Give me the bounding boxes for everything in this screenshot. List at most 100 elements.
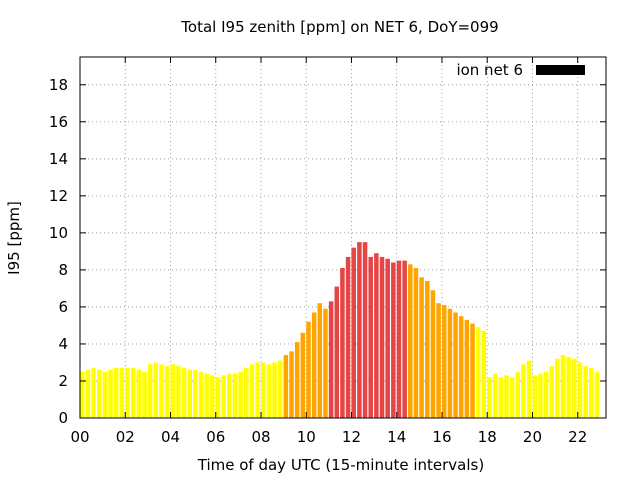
bar [436, 303, 441, 418]
bar [374, 253, 379, 418]
bar [526, 360, 532, 418]
bar [181, 368, 187, 418]
bar [334, 286, 340, 418]
x-tick-label: 02 [116, 428, 135, 446]
bar [153, 362, 159, 418]
bar [345, 256, 351, 418]
bar [538, 373, 543, 418]
bar [85, 369, 91, 418]
bar [572, 358, 577, 418]
bar [266, 364, 272, 418]
legend: ion net 6 [456, 61, 585, 79]
bar [294, 342, 300, 418]
bar [255, 362, 260, 418]
bar [260, 362, 266, 418]
bar [125, 368, 130, 418]
bar [249, 364, 255, 418]
bar [232, 373, 238, 418]
bar [164, 366, 170, 418]
bar [306, 321, 311, 418]
ticks [79, 57, 606, 419]
bar [430, 290, 436, 418]
y-tick-label: 10 [49, 224, 68, 242]
bar [413, 268, 419, 418]
x-tick-label: 00 [70, 428, 89, 446]
bar [80, 371, 85, 418]
bar [317, 303, 323, 418]
bar [504, 375, 509, 418]
bar [176, 366, 181, 418]
bar [210, 375, 215, 418]
x-tick-label: 22 [568, 428, 587, 446]
bar [464, 319, 470, 418]
bar [142, 371, 147, 418]
bar [555, 358, 560, 418]
bar [238, 371, 243, 418]
bar [391, 262, 396, 418]
x-tick-label: 06 [206, 428, 225, 446]
bar [475, 327, 481, 418]
bar [396, 260, 402, 418]
bar [328, 301, 334, 418]
y-tick-label: 12 [49, 187, 68, 205]
y-tick-label: 16 [49, 113, 68, 131]
bar [521, 364, 526, 418]
bar [159, 364, 164, 418]
bar [594, 371, 600, 418]
bar [498, 377, 504, 418]
bar [91, 368, 96, 418]
y-tick-label: 14 [49, 150, 68, 168]
chart-title: Total I95 zenith [ppm] on NET 6, DoY=099 [180, 18, 498, 36]
bar [425, 281, 430, 418]
bar [283, 355, 289, 418]
bar [402, 260, 407, 418]
bar [532, 375, 537, 418]
x-tick-label: 08 [251, 428, 270, 446]
bar [147, 364, 153, 418]
bar [96, 369, 102, 418]
bar [272, 362, 277, 418]
bar [543, 371, 549, 418]
x-tick-label: 20 [523, 428, 542, 446]
bar [108, 369, 113, 418]
bar [300, 332, 306, 418]
x-tick-label: 10 [297, 428, 316, 446]
y-tick-label: 8 [58, 261, 68, 279]
x-axis-label: Time of day UTC (15-minute intervals) [197, 456, 484, 474]
bar [470, 323, 475, 418]
bar [215, 377, 221, 418]
y-tick-label: 6 [58, 298, 68, 316]
legend-label: ion net 6 [456, 61, 523, 79]
x-tick-labels: 00 02 04 06 08 10 12 14 16 18 20 22 [70, 428, 587, 446]
bar [385, 258, 390, 418]
bar [289, 351, 294, 418]
bar [113, 368, 119, 418]
bar [227, 373, 232, 418]
y-tick-label: 4 [58, 335, 68, 353]
x-tick-label: 12 [342, 428, 361, 446]
legend-swatch [536, 65, 585, 75]
bar [368, 256, 373, 418]
bar [583, 366, 588, 418]
x-tick-label: 04 [161, 428, 180, 446]
bar [589, 368, 594, 418]
bar [453, 312, 458, 418]
x-tick-label: 18 [478, 428, 497, 446]
y-tick-label: 0 [58, 409, 68, 427]
bar [198, 371, 204, 418]
bar [204, 373, 209, 418]
x-tick-label: 14 [387, 428, 406, 446]
bar [566, 356, 571, 418]
y-tick-label: 2 [58, 372, 68, 390]
bar [419, 277, 424, 418]
bar [170, 364, 176, 418]
bar [441, 305, 447, 418]
bar [577, 362, 583, 418]
bar [481, 330, 487, 418]
bar [277, 360, 283, 418]
bar [362, 242, 368, 418]
bar [244, 368, 249, 418]
bar [102, 371, 108, 418]
bar [351, 247, 356, 418]
